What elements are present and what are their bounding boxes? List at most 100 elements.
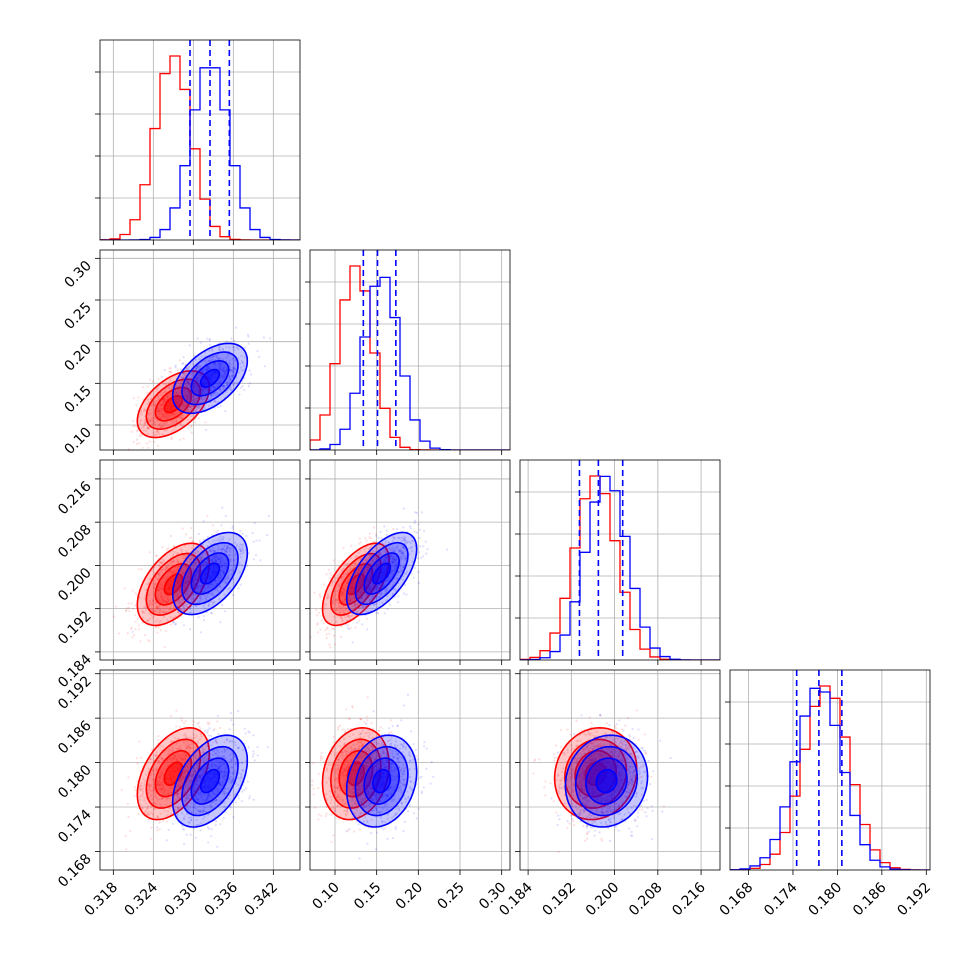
scatter-point <box>198 376 201 379</box>
scatter-point <box>159 629 162 632</box>
scatter-point <box>154 609 157 613</box>
scatter-point <box>391 556 394 560</box>
scatter-point <box>211 560 214 564</box>
scatter-point <box>175 391 178 394</box>
scatter-point <box>223 792 226 796</box>
scatter-point <box>263 365 266 368</box>
scatter-point <box>394 589 397 592</box>
scatter-point <box>182 771 185 774</box>
scatter-point <box>231 346 234 349</box>
scatter-point <box>232 755 236 758</box>
scatter-point <box>209 559 212 562</box>
scatter-point <box>159 410 162 413</box>
scatter-point <box>179 381 182 384</box>
scatter-point <box>376 564 379 567</box>
scatter-point <box>393 595 396 599</box>
scatter-point <box>181 376 184 380</box>
scatter-point <box>148 612 151 615</box>
scatter-point <box>172 750 175 753</box>
scatter-point <box>181 759 184 762</box>
scatter-point <box>194 573 197 577</box>
scatter-point <box>195 397 198 400</box>
scatter-point <box>402 546 405 549</box>
scatter-point <box>323 608 326 611</box>
scatter-point <box>209 356 212 359</box>
scatter-point <box>237 347 240 351</box>
scatter-point <box>226 380 229 384</box>
scatter-point <box>195 385 199 388</box>
scatter-point <box>202 371 205 374</box>
scatter-point <box>366 610 369 613</box>
scatter-point <box>259 559 262 562</box>
scatter-point <box>185 384 188 387</box>
scatter-point <box>384 590 387 593</box>
scatter-point <box>154 576 158 579</box>
scatter-point <box>215 531 218 534</box>
scatter-point <box>213 399 217 402</box>
scatter-point <box>410 546 413 549</box>
scatter-point <box>161 407 164 410</box>
scatter-point <box>157 734 160 738</box>
scatter-point <box>192 790 195 793</box>
scatter-point <box>202 370 205 373</box>
scatter-point <box>201 398 204 401</box>
scatter-point <box>197 417 201 420</box>
scatter-point <box>133 424 136 427</box>
scatter-point <box>158 423 161 427</box>
scatter-point <box>217 358 220 361</box>
scatter-point <box>341 559 344 563</box>
scatter-point <box>342 546 345 550</box>
scatter-point <box>193 421 196 424</box>
scatter-point <box>146 619 149 622</box>
scatter-point <box>224 811 227 814</box>
scatter-point <box>190 554 193 558</box>
scatter-point <box>217 589 220 593</box>
scatter-point <box>307 604 309 606</box>
scatter-point <box>365 559 368 562</box>
scatter-point <box>361 590 364 593</box>
scatter-point <box>160 789 163 792</box>
scatter-point <box>313 591 316 594</box>
scatter-point <box>162 577 165 580</box>
scatter-point <box>168 367 171 370</box>
scatter-point <box>375 565 378 569</box>
scatter-point <box>220 363 223 366</box>
scatter-point <box>332 600 335 603</box>
scatter-point <box>163 400 166 403</box>
scatter-point <box>166 810 170 813</box>
scatter-point <box>147 804 150 807</box>
scatter-point <box>187 793 191 797</box>
scatter-point <box>344 607 347 610</box>
scatter-point <box>183 544 186 547</box>
scatter-point <box>365 539 368 542</box>
scatter-point <box>414 511 417 514</box>
scatter-point <box>144 588 147 592</box>
scatter-point <box>206 585 209 588</box>
scatter-point <box>146 385 149 388</box>
scatter-point <box>401 545 404 548</box>
scatter-point <box>395 589 398 592</box>
scatter-point <box>210 559 213 562</box>
scatter-point <box>211 347 214 350</box>
scatter-point <box>393 587 396 590</box>
scatter-point <box>410 539 413 542</box>
scatter-point <box>210 744 213 747</box>
scatter-point <box>144 452 146 454</box>
scatter-point <box>169 797 172 800</box>
scatter-point <box>162 610 165 614</box>
scatter-point <box>384 556 387 559</box>
scatter-point <box>185 380 188 383</box>
scatter-point <box>186 397 189 400</box>
scatter-point <box>223 571 226 574</box>
scatter-point <box>215 554 218 558</box>
scatter-point <box>234 762 237 765</box>
scatter-point <box>202 759 205 762</box>
scatter-point <box>169 370 172 373</box>
scatter-point <box>184 586 187 589</box>
scatter-point <box>163 391 166 394</box>
scatter-point <box>252 734 255 737</box>
scatter-point <box>365 566 369 569</box>
scatter-point <box>158 407 161 411</box>
scatter-point <box>378 552 381 555</box>
scatter-point <box>208 366 211 369</box>
